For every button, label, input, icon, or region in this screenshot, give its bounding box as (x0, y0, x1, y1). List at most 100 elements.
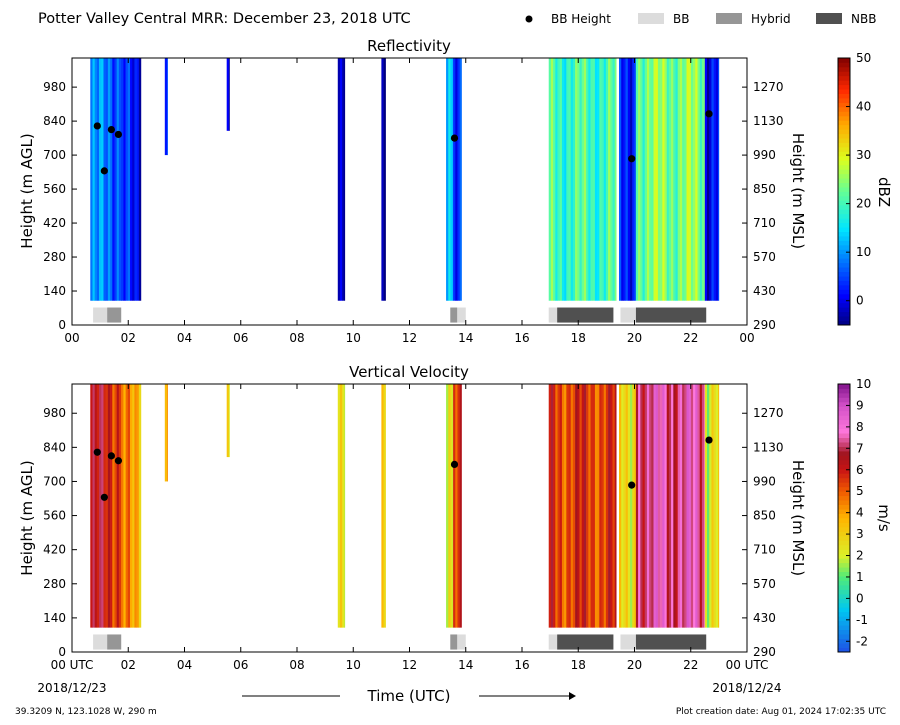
echo-stripe (697, 384, 701, 628)
x-tick-label: 00 (64, 331, 79, 345)
bb-height-marker (114, 457, 123, 465)
y2-tick-label: 570 (753, 577, 776, 591)
echo-stripe (690, 58, 694, 301)
colorbar-cell (838, 384, 850, 389)
echo-stripe (383, 384, 386, 628)
echo-stripe (671, 384, 674, 628)
echo-stripe (623, 58, 626, 301)
echo-stripe (601, 384, 605, 628)
bb-height-marker (628, 155, 636, 163)
echo-stripe (118, 58, 122, 301)
x-tick-label: 08 (289, 658, 304, 672)
echo-stripe (566, 384, 569, 628)
start-date: 2018/12/23 (37, 681, 106, 695)
colorbar-cell (838, 424, 850, 430)
colorbar-cell (838, 138, 850, 143)
echo-stripe (638, 384, 641, 628)
echo-stripe (601, 58, 605, 301)
colorbar-cell (838, 638, 850, 644)
echo-stripe (590, 58, 594, 301)
echo-stripe (381, 384, 384, 628)
echo-stripe (107, 58, 111, 301)
echo-stripe (701, 58, 705, 301)
echo-period (619, 58, 637, 301)
echo-stripe (452, 58, 454, 301)
colorbar-cell (838, 164, 850, 170)
x-tick-label: 06 (233, 331, 248, 345)
colorbar-cell (838, 607, 850, 613)
echo-stripe (627, 384, 631, 628)
echo-stripe (599, 384, 602, 628)
velocity-y2label: Height (m MSL) (789, 460, 807, 576)
colorbar-cell (838, 540, 850, 546)
echo-stripe (701, 384, 705, 628)
echo-stripe (448, 58, 451, 301)
echo-stripe (651, 384, 654, 628)
echo-stripe (644, 384, 648, 628)
echo-stripe (101, 58, 104, 301)
echo-stripe (568, 384, 572, 628)
bb-height-marker (107, 126, 115, 134)
echo-period (446, 384, 454, 628)
echo-stripe (555, 58, 558, 301)
colorbar-tick-label: 7 (856, 441, 864, 455)
echo-stripe (651, 58, 654, 301)
echo-stripe (594, 58, 598, 301)
echo-stripe (713, 58, 717, 301)
colorbar-cell (838, 491, 850, 497)
echo-stripe (344, 58, 346, 301)
echo-stripe (699, 384, 703, 628)
reflectivity-ylabel: Height (m AGL) (18, 133, 36, 248)
echo-stripe (118, 384, 122, 628)
colorbar-cell (838, 258, 850, 264)
echo-stripe (632, 58, 635, 301)
echo-stripe (105, 384, 109, 628)
colorbar-cell (838, 289, 850, 295)
colorbar-cell (838, 455, 850, 461)
reflectivity-y2label: Height (m MSL) (789, 133, 807, 249)
plot-creation-date: Plot creation date: Aug 01, 2024 17:02:3… (676, 707, 886, 717)
bb-height-marker (450, 460, 459, 468)
echo-stripe (627, 58, 631, 301)
x-tick-label: 12 (402, 331, 417, 345)
echo-stripe (718, 384, 720, 628)
colorbar-cell (838, 75, 850, 81)
echo-stripe (344, 384, 346, 628)
colorbar-cell (838, 513, 850, 519)
echo-stripe (586, 58, 589, 301)
echo-stripe (693, 58, 696, 301)
colorbar-tick-label: 5 (856, 484, 864, 498)
echo-stripe (130, 384, 133, 628)
colorbar-cell (838, 284, 850, 290)
colorbar-cell (838, 553, 850, 559)
colorbar-tick-label: 1 (856, 570, 864, 584)
echo-stripe (640, 384, 643, 628)
echo-period (164, 58, 168, 156)
echo-stripe (459, 384, 462, 628)
echo-stripe (583, 58, 587, 301)
y-tick-label: 0 (58, 645, 66, 659)
colorbar-cell (838, 616, 850, 622)
echo-stripe (715, 384, 719, 628)
echo-stripe (557, 384, 561, 628)
colorbar-tick-label: 10 (856, 377, 871, 391)
colorbar-cell (838, 133, 850, 139)
echo-stripe (655, 384, 659, 628)
echo-stripe (646, 384, 650, 628)
echo-stripe (125, 384, 129, 628)
echo-stripe (566, 58, 569, 301)
echo-period (90, 58, 122, 301)
echo-stripe (664, 384, 668, 628)
colorbar-cell (838, 106, 850, 112)
x-tick-label: 04 (177, 658, 192, 672)
echo-stripe (603, 58, 607, 301)
echo-stripe (572, 58, 576, 301)
colorbar-cell (838, 535, 850, 541)
echo-stripe (381, 58, 384, 301)
colorbar-tick-label: 20 (856, 197, 871, 211)
echo-stripe (455, 384, 458, 628)
echo-stripe (577, 58, 580, 301)
echo-period (548, 384, 617, 628)
echo-stripe (110, 58, 113, 301)
y-tick-label: 560 (43, 509, 66, 523)
